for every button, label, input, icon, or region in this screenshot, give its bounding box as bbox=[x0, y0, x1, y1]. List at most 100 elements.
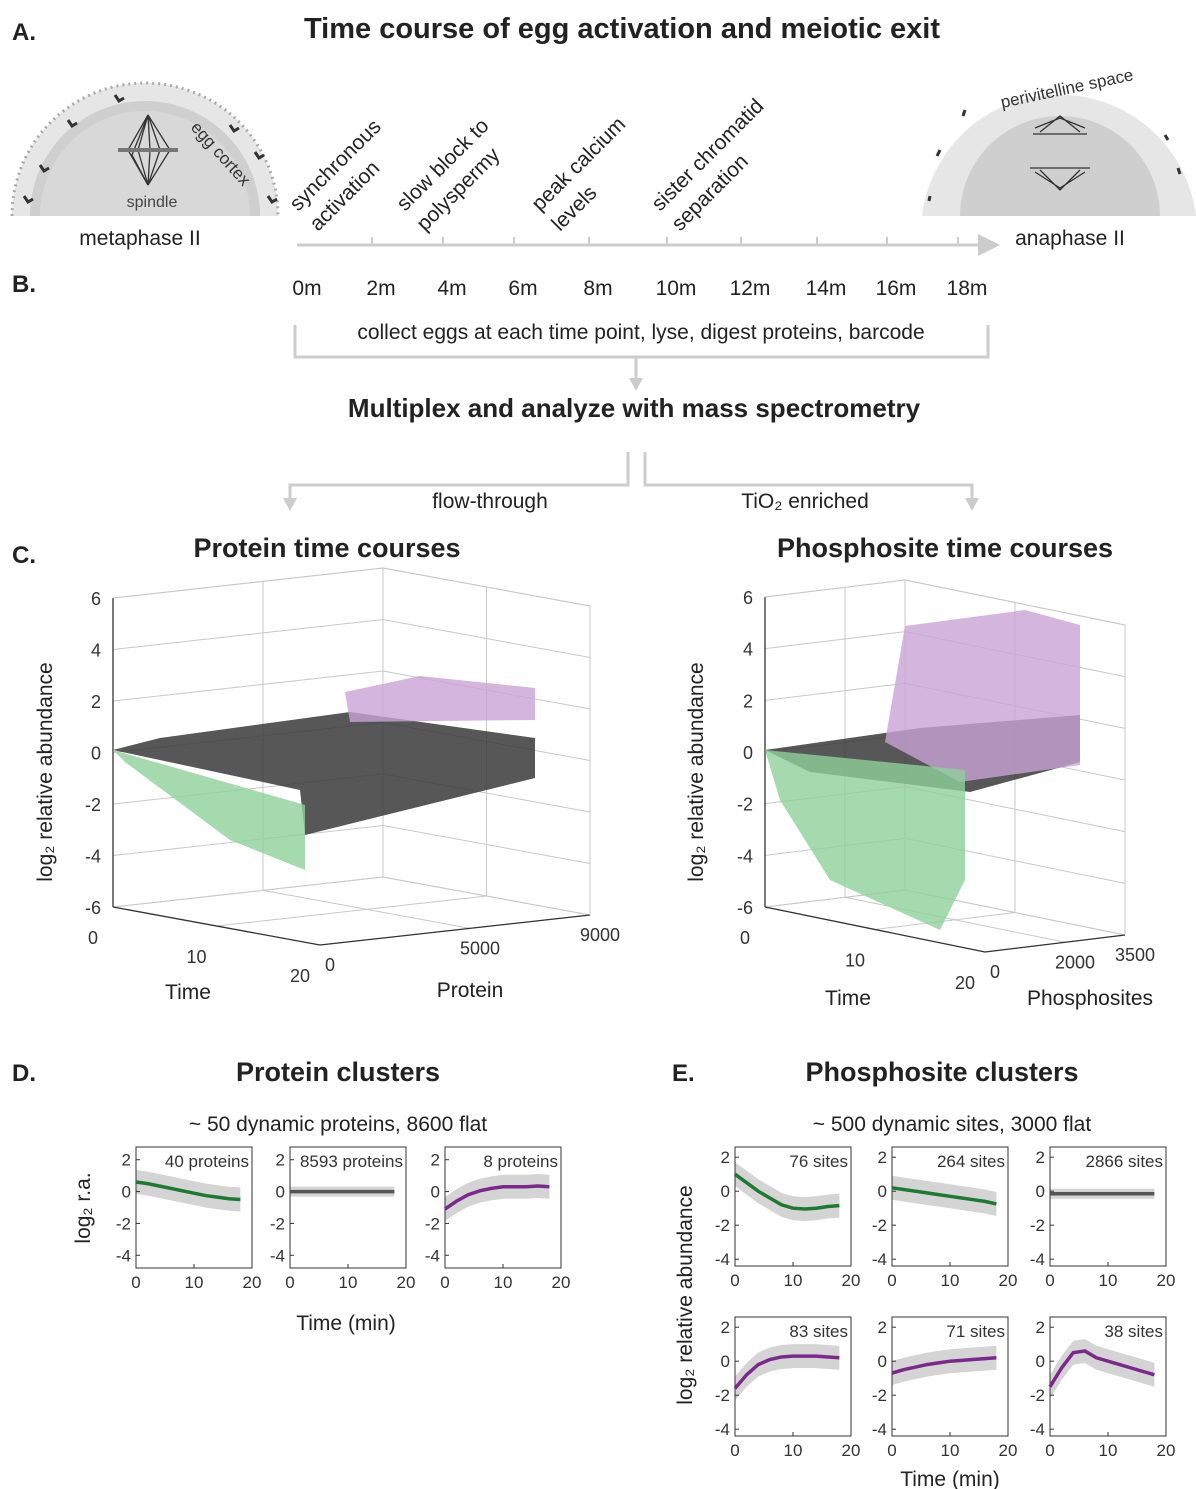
x-tick-label: 10 bbox=[339, 1273, 358, 1292]
cluster-count: 264 sites bbox=[937, 1152, 1005, 1171]
time-label: 6m bbox=[508, 277, 537, 300]
y-axis-label: log₂ r.a. bbox=[72, 1172, 95, 1243]
z-tick-label: -2 bbox=[737, 795, 753, 815]
y-tick-label: 2 bbox=[122, 1151, 131, 1170]
y-tick-label: -4 bbox=[116, 1246, 131, 1265]
y-tick-label: 2 bbox=[1036, 1318, 1045, 1337]
box-edge bbox=[904, 579, 1126, 626]
panel-title: Phosphosite clusters bbox=[805, 1057, 1078, 1087]
trace-envelope bbox=[892, 1345, 997, 1386]
time-label: 2m bbox=[366, 277, 395, 300]
step-title: Multiplex and analyze with mass spectrom… bbox=[348, 393, 921, 423]
mean-line bbox=[891, 1356, 997, 1375]
y-tick-label: 2 bbox=[431, 1151, 440, 1170]
x-tick-label: 0 bbox=[1045, 1271, 1054, 1290]
y-tick-label: 3500 bbox=[1115, 945, 1155, 965]
x-tick-label: 20 bbox=[842, 1441, 861, 1460]
step-text: collect eggs at each time point, lyse, d… bbox=[357, 321, 924, 344]
x-tick-label: 10 bbox=[784, 1441, 803, 1460]
panel-label: C. bbox=[12, 542, 36, 569]
egg-caption: metaphase II bbox=[79, 227, 200, 250]
grid-line bbox=[112, 876, 384, 908]
panel-label: A. bbox=[12, 19, 36, 46]
arrow-heads bbox=[283, 378, 979, 511]
x-tick-label: 0 bbox=[887, 1441, 896, 1460]
grid-line bbox=[112, 670, 384, 702]
y-tick-label: -2 bbox=[872, 1386, 887, 1405]
x-tick-label: 0 bbox=[440, 1273, 449, 1292]
x-tick-label: 20 bbox=[999, 1441, 1018, 1460]
y-tick-label: 0 bbox=[721, 1352, 730, 1371]
mean-line bbox=[444, 1184, 550, 1211]
x-tick-label: 0 bbox=[730, 1271, 739, 1290]
cluster-count: 8 proteins bbox=[483, 1152, 558, 1171]
box-edge bbox=[112, 567, 384, 599]
y-tick-label: 2 bbox=[276, 1151, 285, 1170]
mean-line bbox=[733, 1172, 840, 1211]
time-label: 10m bbox=[656, 277, 697, 300]
mean-line bbox=[1048, 1349, 1155, 1388]
z-tick-label: -6 bbox=[737, 898, 753, 918]
chart-title: Phosphosite time courses bbox=[777, 533, 1113, 563]
y-tick-label: 0 bbox=[122, 1183, 131, 1202]
y-tick-label: -4 bbox=[872, 1250, 887, 1269]
y-tick-label: 2 bbox=[721, 1148, 730, 1167]
trace-envelope bbox=[735, 1162, 840, 1222]
y-tick-label: -4 bbox=[1030, 1250, 1045, 1269]
y-axis-label: Protein bbox=[437, 979, 504, 1002]
panel-subtitle: ~ 500 dynamic sites, 3000 flat bbox=[813, 1113, 1092, 1136]
z-axis-label: log₂ relative abundance bbox=[34, 662, 57, 881]
box-edge bbox=[382, 567, 591, 607]
y-tick-label: -2 bbox=[872, 1216, 887, 1235]
y-tick-label: 0 bbox=[431, 1183, 440, 1202]
x-tick-label: 20 bbox=[1157, 1271, 1176, 1290]
trace-bundles bbox=[113, 610, 1080, 930]
z-tick-label: 0 bbox=[743, 743, 753, 763]
mean-line bbox=[733, 1354, 840, 1390]
x-tick-label: 20 bbox=[955, 973, 975, 993]
y-tick-label: 2 bbox=[878, 1148, 887, 1167]
panel-label: D. bbox=[12, 1060, 36, 1087]
x-tick-label: 10 bbox=[845, 951, 865, 971]
chart-title: Protein time courses bbox=[193, 533, 460, 563]
z-tick-label: -4 bbox=[85, 847, 101, 867]
y-tick-label: -2 bbox=[116, 1214, 131, 1233]
y-tick-label: 2000 bbox=[1055, 952, 1095, 972]
panel-subtitle: ~ 50 dynamic proteins, 8600 flat bbox=[189, 1113, 487, 1136]
y-tick-label: 0 bbox=[990, 962, 1000, 982]
y-axis-label: log₂ relative abundance bbox=[674, 1185, 697, 1404]
y-tick-label: -4 bbox=[1030, 1420, 1045, 1439]
egg-anaphase bbox=[922, 94, 1196, 216]
branch-label: flow-through bbox=[432, 490, 548, 513]
x-tick-label: 10 bbox=[1099, 1271, 1118, 1290]
cluster-count: 8593 proteins bbox=[300, 1152, 403, 1171]
x-tick-label: 0 bbox=[131, 1273, 140, 1292]
grid-line bbox=[216, 895, 487, 927]
x-tick-label: 0 bbox=[740, 928, 750, 948]
y-tick-label: -2 bbox=[425, 1214, 440, 1233]
x-tick-label: 10 bbox=[941, 1271, 960, 1290]
z-tick-label: 2 bbox=[91, 692, 101, 712]
z-tick-label: 4 bbox=[91, 641, 101, 661]
x-tick-label: 10 bbox=[941, 1441, 960, 1460]
axis-line bbox=[764, 906, 986, 953]
mean-line bbox=[135, 1180, 241, 1202]
x-tick-label: 10 bbox=[186, 947, 206, 967]
x-tick-label: 0 bbox=[887, 1271, 896, 1290]
y-tick-label: 0 bbox=[878, 1182, 887, 1201]
z-tick-label: 2 bbox=[743, 691, 753, 711]
time-label: 4m bbox=[437, 277, 466, 300]
x-tick-label: 20 bbox=[290, 966, 310, 986]
y-tick-label: 2 bbox=[721, 1318, 730, 1337]
timeline bbox=[297, 234, 1000, 256]
y-tick-label: -4 bbox=[715, 1250, 730, 1269]
cluster-count: 83 sites bbox=[789, 1322, 848, 1341]
panel-title: Time course of egg activation and meioti… bbox=[304, 13, 940, 45]
cluster-count: 38 sites bbox=[1104, 1322, 1163, 1341]
y-tick-label: 0 bbox=[1036, 1352, 1045, 1371]
z-tick-label: -4 bbox=[737, 846, 753, 866]
y-tick-label: -2 bbox=[1030, 1216, 1045, 1235]
cluster-count: 71 sites bbox=[946, 1322, 1005, 1341]
z-tick-label: -2 bbox=[85, 795, 101, 815]
